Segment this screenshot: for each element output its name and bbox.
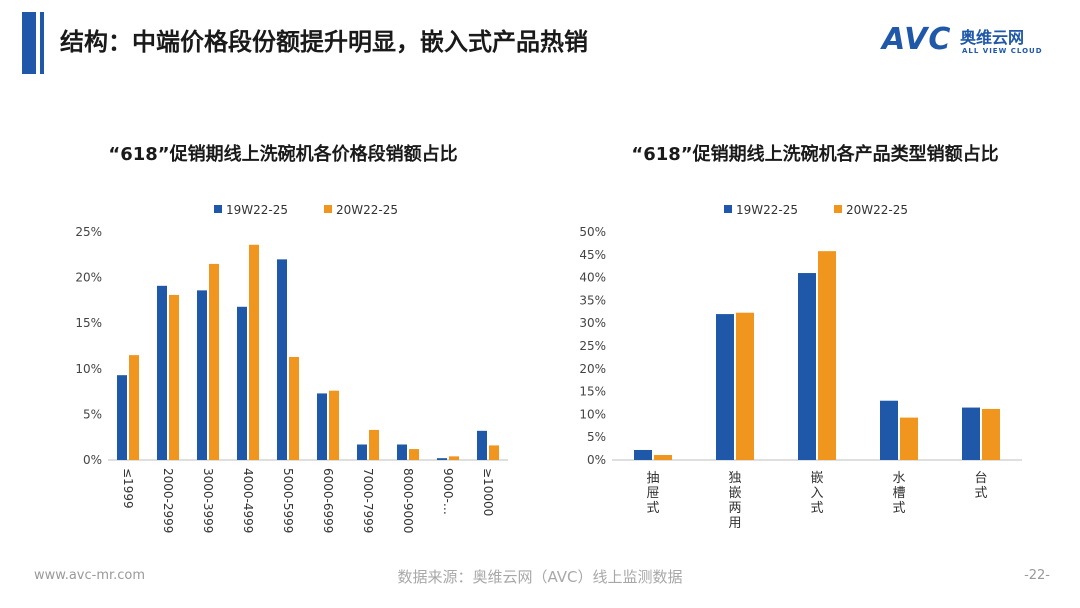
legend-label: 20W22-25 xyxy=(336,203,398,217)
y-tick-label: 20% xyxy=(579,362,606,376)
bar-series1 xyxy=(962,407,980,460)
bar-series1 xyxy=(397,444,407,460)
bar-series1 xyxy=(634,449,652,460)
bar-series1 xyxy=(277,259,287,460)
y-tick-label: 40% xyxy=(579,271,606,285)
bar-series2 xyxy=(489,445,499,460)
bar-series2 xyxy=(818,251,836,460)
x-tick-label: 4000-4999 xyxy=(241,468,255,533)
legend-swatch xyxy=(724,205,732,213)
page-title: 结构：中端价格段份额提升明显，嵌入式产品热销 xyxy=(60,28,588,56)
bar-series1 xyxy=(197,290,207,460)
bar-series2 xyxy=(982,408,1000,460)
y-tick-label: 10% xyxy=(579,407,606,421)
bar-series2 xyxy=(329,390,339,460)
x-tick-label: ≤1999 xyxy=(121,468,135,509)
footer-website: www.avc-mr.com xyxy=(34,568,146,583)
x-tick-label: 抽屉式 xyxy=(646,471,659,516)
x-tick-label: 6000-6999 xyxy=(321,468,335,533)
bar-series1 xyxy=(477,430,487,460)
chart-title: “618”促销期线上洗碗机各产品类型销额占比 xyxy=(631,143,998,165)
bar-series2 xyxy=(369,429,379,460)
x-tick-label: 3000-3999 xyxy=(201,468,215,533)
chart-title: “618”促销期线上洗碗机各价格段销额占比 xyxy=(108,143,457,165)
legend-label: 20W22-25 xyxy=(846,203,908,217)
x-tick-label: 7000-7999 xyxy=(361,468,375,533)
x-tick-label: 5000-5999 xyxy=(281,468,295,533)
bar-series2 xyxy=(289,356,299,460)
legend-label: 19W22-25 xyxy=(226,203,288,217)
y-tick-label: 50% xyxy=(579,225,606,239)
legend-swatch xyxy=(834,205,842,213)
x-tick-label: 2000-2999 xyxy=(161,468,175,533)
y-tick-label: 10% xyxy=(75,362,102,376)
y-tick-label: 30% xyxy=(579,316,606,330)
avc-logo: AVC 奥维云网 ALL VIEW CLOUD xyxy=(882,22,1052,62)
y-tick-label: 5% xyxy=(83,407,102,421)
footer-source: 数据来源：奥维云网（AVC）线上监测数据 xyxy=(397,568,683,586)
bar-series1 xyxy=(117,375,127,460)
x-tick-label: 9000-… xyxy=(441,468,455,515)
bar-series2 xyxy=(129,355,139,460)
title-accent-stripe xyxy=(40,12,44,74)
bar-series2 xyxy=(449,456,459,460)
y-tick-label: 25% xyxy=(75,225,102,239)
y-tick-label: 25% xyxy=(579,339,606,353)
y-tick-label: 0% xyxy=(587,453,606,467)
y-tick-label: 45% xyxy=(579,248,606,262)
bar-series1 xyxy=(716,314,734,460)
y-tick-label: 35% xyxy=(579,293,606,307)
y-tick-label: 15% xyxy=(75,316,102,330)
y-tick-label: 20% xyxy=(75,271,102,285)
bar-series1 xyxy=(157,285,167,460)
y-tick-label: 5% xyxy=(587,430,606,444)
bar-series2 xyxy=(209,263,219,460)
bar-series1 xyxy=(237,306,247,460)
bar-series1 xyxy=(798,273,816,460)
y-tick-label: 15% xyxy=(579,385,606,399)
legend-swatch xyxy=(324,205,332,213)
x-tick-label: 8000-9000 xyxy=(401,468,415,533)
logo-english-name: ALL VIEW CLOUD xyxy=(962,47,1043,55)
bar-series1 xyxy=(357,444,367,460)
x-tick-label: 水槽式 xyxy=(892,471,905,516)
bar-series2 xyxy=(169,294,179,460)
bar-series1 xyxy=(880,400,898,460)
y-tick-label: 0% xyxy=(83,453,102,467)
page-number: -22- xyxy=(1024,568,1050,583)
x-tick-label: ≥10000 xyxy=(481,468,495,516)
x-tick-label: 独嵌两用 xyxy=(728,471,741,531)
x-tick-label: 台式 xyxy=(974,471,987,501)
bar-series2 xyxy=(654,454,672,460)
legend-label: 19W22-25 xyxy=(736,203,798,217)
bar-series2 xyxy=(249,244,259,460)
bar-series2 xyxy=(736,312,754,460)
x-tick-label: 嵌入式 xyxy=(810,471,823,516)
bar-series2 xyxy=(900,417,918,460)
title-accent-bar xyxy=(22,12,36,74)
bar-series1 xyxy=(437,458,447,460)
bar-series1 xyxy=(317,393,327,460)
logo-mark: AVC xyxy=(882,22,952,57)
bar-series2 xyxy=(409,449,419,460)
legend-swatch xyxy=(214,205,222,213)
logo-chinese-name: 奥维云网 xyxy=(960,28,1025,47)
